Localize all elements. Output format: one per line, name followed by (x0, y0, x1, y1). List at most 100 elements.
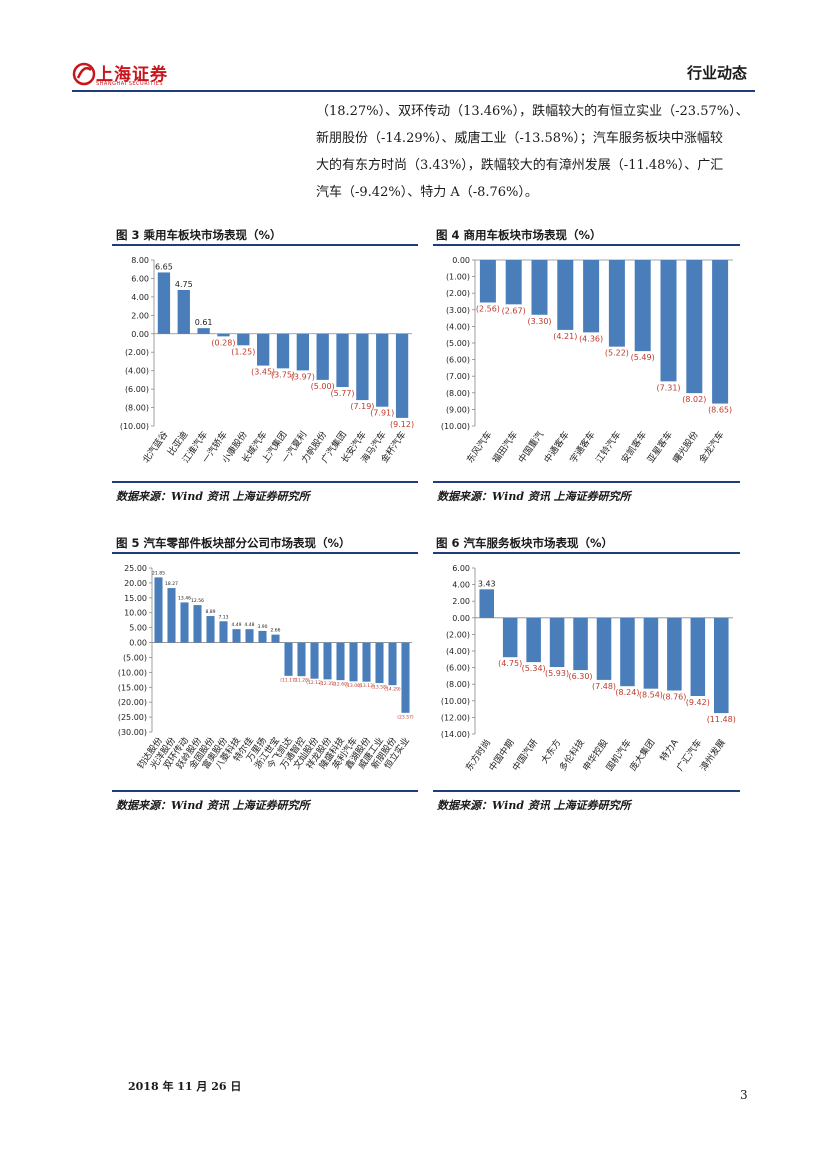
y-tick-label: 2.00 (452, 597, 470, 606)
bar (206, 616, 215, 643)
figure-6-top-rule (433, 552, 740, 554)
bar-value-label: 4.75 (175, 280, 193, 289)
bar-value-label: (11.17) (280, 677, 297, 683)
bar-value-label: (8.54) (639, 691, 663, 700)
x-category-label: 东风汽车 (464, 429, 494, 465)
y-tick-label: (25.00) (118, 713, 147, 722)
bar-value-label: (11.28) (293, 678, 310, 684)
y-tick-label: (8.00) (446, 389, 470, 398)
bar-value-label: (5.93) (545, 669, 569, 678)
bar-value-label: 8.89 (205, 609, 215, 615)
x-category-label: 特力A (657, 736, 681, 763)
x-category-label: 福田汽车 (490, 429, 520, 465)
bar (690, 617, 706, 696)
header-divider (72, 90, 755, 92)
bar-value-label: (11.48) (707, 715, 736, 724)
y-tick-label: (8.00) (446, 680, 470, 689)
x-category-label: 亚星客车 (644, 429, 674, 465)
bar (401, 642, 410, 713)
x-category-label: 大东方 (538, 737, 563, 766)
y-tick-label: (4.00) (446, 322, 470, 331)
bar-value-label: (3.97) (291, 372, 315, 381)
bar (375, 642, 384, 684)
figure-5-source: 数据来源：Wind 资讯 上海证券研究所 (116, 799, 310, 812)
bar-value-label: (4.36) (579, 334, 603, 343)
bar (257, 333, 270, 366)
bar (219, 621, 228, 643)
y-tick-label: (10.00) (441, 697, 470, 706)
bar (362, 642, 371, 682)
y-tick-label: 20.00 (124, 579, 147, 588)
bar-value-label: (3.30) (527, 317, 551, 326)
figure-4-title: 图 4 商用车板块市场表现（%） (436, 228, 602, 242)
y-tick-label: 0.00 (131, 330, 149, 339)
bar-value-label: 6.65 (155, 262, 173, 271)
bar (643, 617, 659, 689)
figure-3-source: 数据来源：Wind 资讯 上海证券研究所 (116, 490, 310, 503)
bar-value-label: (6.30) (569, 672, 593, 681)
y-tick-label: 0.00 (452, 256, 470, 265)
y-tick-label: 15.00 (124, 594, 147, 603)
bar (573, 617, 588, 671)
bar-value-label: (9.12) (390, 420, 414, 429)
bar-value-label: (3.45) (251, 368, 275, 377)
bar (686, 260, 703, 394)
paragraph-line: 新朋股份（-14.29%）、威唐工业（-13.58%）；汽车服务板块中涨幅较 (316, 131, 723, 146)
logo-icon (72, 62, 96, 86)
bar (667, 617, 682, 691)
bar-value-label: (2.56) (476, 304, 500, 313)
bar (714, 617, 729, 714)
bar (232, 629, 241, 643)
y-tick-label: (15.00) (118, 683, 147, 692)
bar (376, 333, 389, 407)
bar (297, 642, 306, 677)
bar (608, 260, 625, 347)
y-tick-label: (10.00) (118, 668, 147, 677)
y-tick-label: (6.00) (446, 664, 470, 673)
bar-value-label: (7.48) (592, 682, 616, 691)
bar (583, 260, 600, 333)
bar-value-label: (7.91) (370, 409, 394, 418)
y-tick-label: (6.00) (125, 385, 149, 394)
bar-value-label: (7.31) (656, 383, 680, 392)
page-number: 3 (740, 1088, 748, 1102)
bar (596, 617, 612, 680)
bar-value-label: (8.02) (682, 395, 706, 404)
bar-value-label: (0.28) (211, 338, 235, 347)
bar (634, 260, 651, 352)
bar-value-label: (4.21) (553, 332, 577, 341)
y-tick-label: 0.00 (129, 639, 147, 648)
header-title: 行业动态 (686, 64, 747, 82)
bar (557, 260, 574, 330)
bar-value-label: (7.19) (350, 402, 374, 411)
y-tick-label: (2.00) (125, 348, 149, 357)
bar-value-label: 13.46 (178, 595, 191, 601)
figure-4-bottom-rule (433, 481, 740, 483)
y-tick-label: 2.00 (131, 311, 149, 320)
logo-text: 上海证券 (96, 65, 168, 85)
bar (323, 642, 332, 680)
bar (154, 577, 163, 643)
y-tick-label: (3.00) (446, 306, 470, 315)
bar (505, 260, 522, 305)
y-tick-label: (5.00) (446, 339, 470, 348)
paragraph-line: 大的有东方时尚（3.43%），跌幅较大的有漳州发展（-11.48%）、广汇 (316, 158, 724, 173)
bar-value-label: 3.43 (478, 579, 496, 588)
y-tick-label: (10.00) (120, 422, 149, 431)
y-tick-label: (10.00) (441, 422, 470, 431)
bar-value-label: 21.85 (152, 570, 165, 576)
bar-value-label: 3.90 (257, 624, 267, 630)
bar-value-label: (23.57) (397, 714, 414, 720)
bar-value-label: (12.12) (306, 680, 323, 686)
figure-5-chart: 25.00 20.00 15.00 10.00 5.00 0.00 (5.00) (10.00… (118, 564, 414, 771)
figure-5-top-rule (112, 552, 418, 554)
bar (479, 589, 494, 618)
x-category-label: 江铃汽车 (593, 429, 623, 465)
bar-value-label: (1.25) (231, 347, 255, 356)
x-category-label: 金龙汽车 (696, 429, 726, 465)
bar-value-label: (5.49) (631, 353, 655, 362)
paragraph-line: 汽车（-9.42%）、特力 A（-8.76%）。 (316, 185, 538, 200)
bar (180, 602, 189, 643)
bar (356, 333, 369, 401)
bar (284, 642, 293, 676)
